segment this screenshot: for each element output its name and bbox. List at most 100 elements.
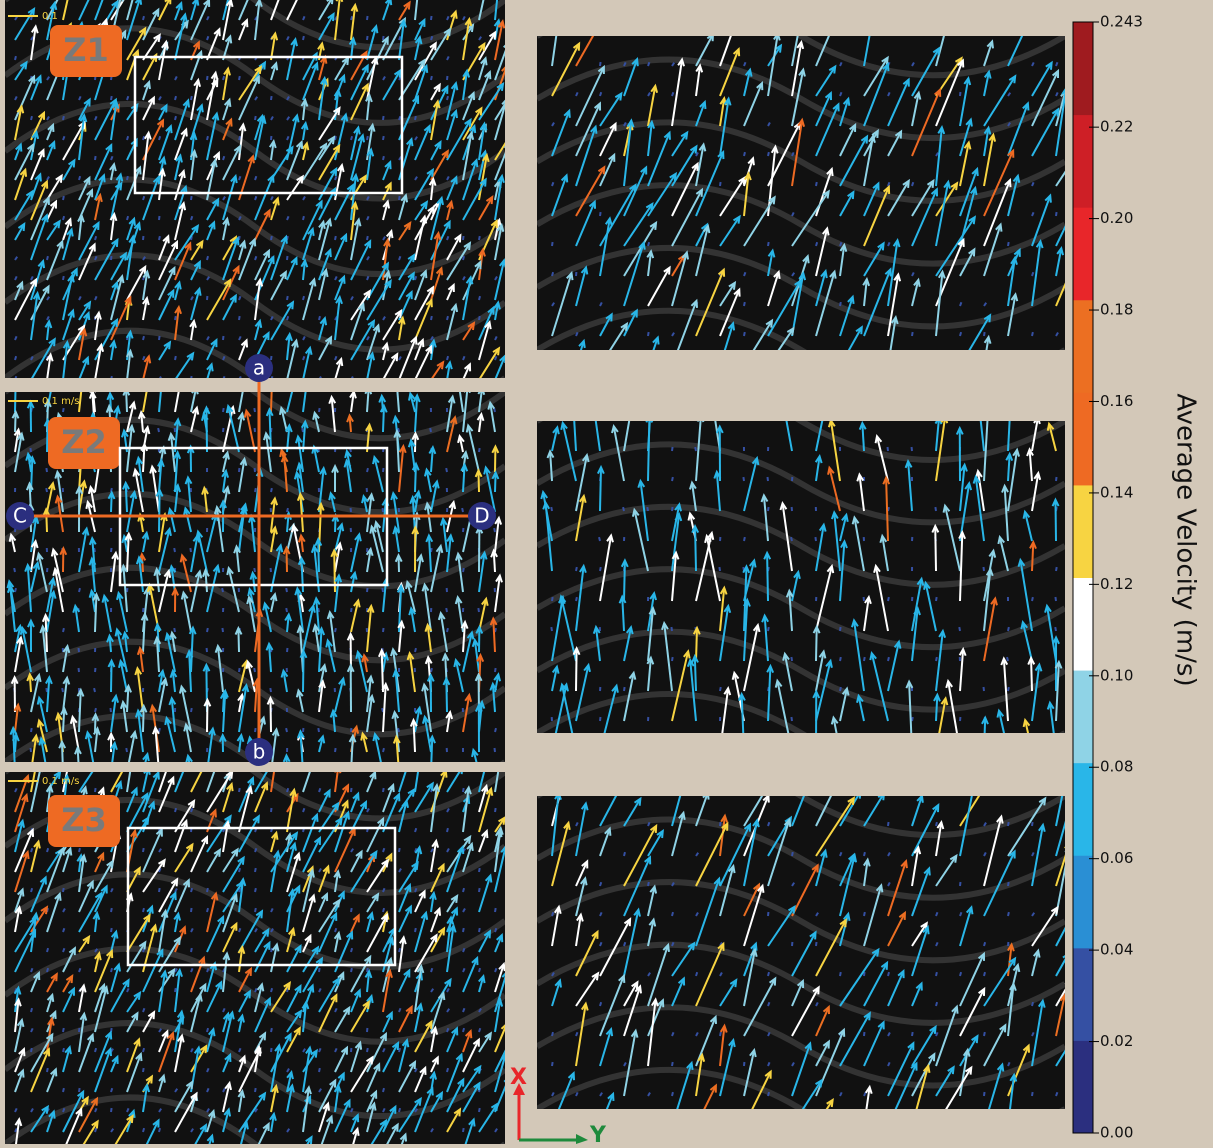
vector-arrow [495, 668, 496, 672]
vector-arrow [840, 242, 842, 246]
vector-arrow [495, 356, 496, 360]
vector-arrow [1008, 242, 1009, 246]
vector-arrow [864, 852, 865, 856]
vector-arrow [255, 116, 256, 120]
vector-arrow [143, 1128, 144, 1132]
colorbar-band [1073, 670, 1093, 763]
marker: D [468, 502, 496, 530]
vector-arrow [63, 136, 64, 140]
vector-arrow [431, 76, 432, 80]
vector-arrow [319, 1068, 320, 1072]
vector-arrow [63, 216, 64, 220]
vector-arrow [720, 1032, 721, 1036]
vector-arrow [1056, 62, 1057, 66]
vector-arrow [79, 1088, 80, 1092]
vector-arrow [600, 212, 601, 216]
vector-arrow [672, 1062, 673, 1066]
figure: Z10.1Z20.1 m/sZ30.1 m/s a b C D X Y Aver… [0, 0, 1213, 1144]
colorbar-tick-label: 0.20 [1100, 209, 1133, 227]
vector-arrow [63, 196, 64, 200]
vector-arrow [351, 788, 352, 792]
vector-arrow [415, 888, 416, 892]
vector-arrow [255, 256, 256, 260]
vector-arrow [1056, 1092, 1057, 1096]
vector-arrow [143, 1008, 144, 1012]
vector-arrow [672, 92, 673, 96]
vector-arrow [744, 302, 745, 306]
vector-arrow [984, 972, 985, 976]
vector-arrow [143, 16, 144, 20]
vector-arrow [303, 16, 305, 20]
vector-arrow [111, 1088, 112, 1092]
vector-arrow [79, 176, 80, 180]
vector-arrow [816, 627, 817, 661]
vector-arrow [286, 728, 287, 732]
vector-arrow [983, 567, 984, 571]
vector-arrow [1055, 627, 1056, 631]
vector-arrow [143, 196, 144, 200]
vector-arrow [600, 567, 601, 571]
vector-arrow [1056, 477, 1057, 481]
vector-arrow [303, 651, 304, 692]
vector-arrow [207, 908, 208, 912]
vector-arrow [207, 36, 208, 40]
vector-arrow [143, 136, 144, 140]
vector-arrow [791, 657, 792, 661]
vector-arrow [63, 1028, 64, 1032]
vector-arrow [383, 468, 384, 472]
vector-arrow [383, 116, 384, 120]
vector-arrow [462, 508, 463, 512]
vector-arrow [624, 560, 625, 601]
vector-arrow [744, 272, 745, 276]
vector-arrow [158, 428, 159, 432]
vector-arrow [960, 912, 961, 916]
vector-arrow [47, 968, 48, 972]
vector-arrow [446, 608, 447, 612]
colorbar-tick-label: 0.06 [1100, 849, 1133, 867]
vector-arrow [383, 1088, 384, 1092]
vector-arrow [494, 528, 495, 532]
marker-label: b [253, 740, 266, 764]
vector-arrow [239, 296, 240, 300]
vector-arrow [46, 615, 47, 652]
vector-arrow [494, 408, 495, 412]
colorbar-tick-label: 0.18 [1100, 301, 1133, 319]
vector-arrow [367, 468, 368, 472]
colorbar-band [1073, 855, 1093, 948]
vector-arrow [720, 182, 721, 186]
vector-arrow [254, 668, 255, 672]
colorbar-band [1073, 115, 1093, 208]
vector-arrow [936, 597, 937, 601]
vector-arrow [768, 152, 769, 156]
colorbar-band [1073, 763, 1093, 856]
vector-arrow [47, 848, 48, 852]
vector-arrow [335, 236, 336, 240]
vector-arrow [351, 968, 352, 972]
vector-arrow [695, 447, 696, 451]
vector-arrow [1008, 912, 1009, 916]
vector-arrow [79, 848, 80, 852]
scale-label: 0.1 m/s [42, 396, 79, 407]
vector-arrow [127, 1048, 128, 1052]
vector-arrow [143, 1068, 144, 1072]
colorbar-band [1073, 207, 1093, 300]
vector-arrow [319, 788, 320, 792]
vector-arrow [286, 608, 287, 612]
vector-arrow [383, 136, 384, 140]
vector-arrow [912, 717, 913, 721]
vector-arrow [447, 1068, 448, 1072]
colorbar-tick-label: 0.08 [1100, 758, 1133, 776]
vector-arrow [743, 477, 744, 481]
vector-arrow [768, 972, 769, 976]
vector-arrow [446, 468, 447, 472]
colorbar-tick-label: 0.243 [1100, 13, 1143, 31]
vector-arrow [912, 332, 913, 336]
vector-arrow [15, 356, 16, 360]
vector-arrow [399, 196, 400, 200]
vector-arrow [222, 588, 223, 592]
vector-arrow [238, 628, 239, 652]
vector-arrow [303, 296, 304, 300]
vector-arrow [600, 467, 601, 511]
vector-arrow [767, 477, 768, 481]
vector-arrow [319, 408, 320, 412]
